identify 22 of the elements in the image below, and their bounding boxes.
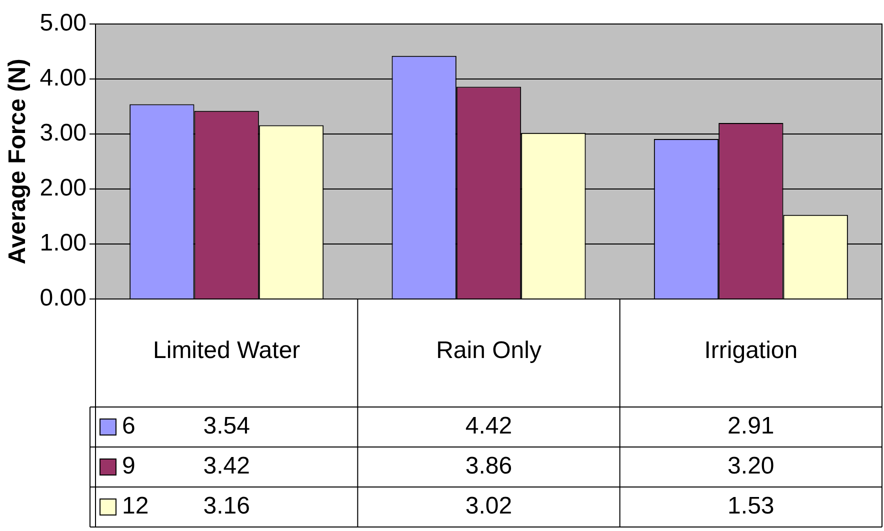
data-label: 3.42 [203,452,250,480]
y-tick-label: 0.00 [40,284,87,312]
data-label: 2.91 [728,412,774,440]
y-tick-label: 4.00 [40,64,87,92]
x-tick-label: Limited Water [153,337,300,364]
y-tick-label: 2.00 [40,174,87,202]
x-tick-label: Irrigation [704,337,798,364]
y-tick-label: 1.00 [40,230,87,257]
y-tick-label: 5.00 [40,10,87,37]
legend-label: 12 [122,492,149,520]
data-label: 4.42 [465,412,512,440]
data-label: 3.16 [203,492,250,520]
y-axis-title: Average Force (N) [4,58,32,264]
x-tick-label: Rain Only [436,337,542,364]
legend-label: 6 [122,412,136,440]
data-label: 3.86 [465,452,512,480]
legend-label: 9 [122,452,136,480]
data-label: 3.02 [465,492,512,520]
data-label: 3.54 [203,412,250,440]
y-tick-label: 3.00 [40,120,87,147]
data-label: 3.20 [728,452,774,480]
data-label: 1.53 [728,492,774,520]
